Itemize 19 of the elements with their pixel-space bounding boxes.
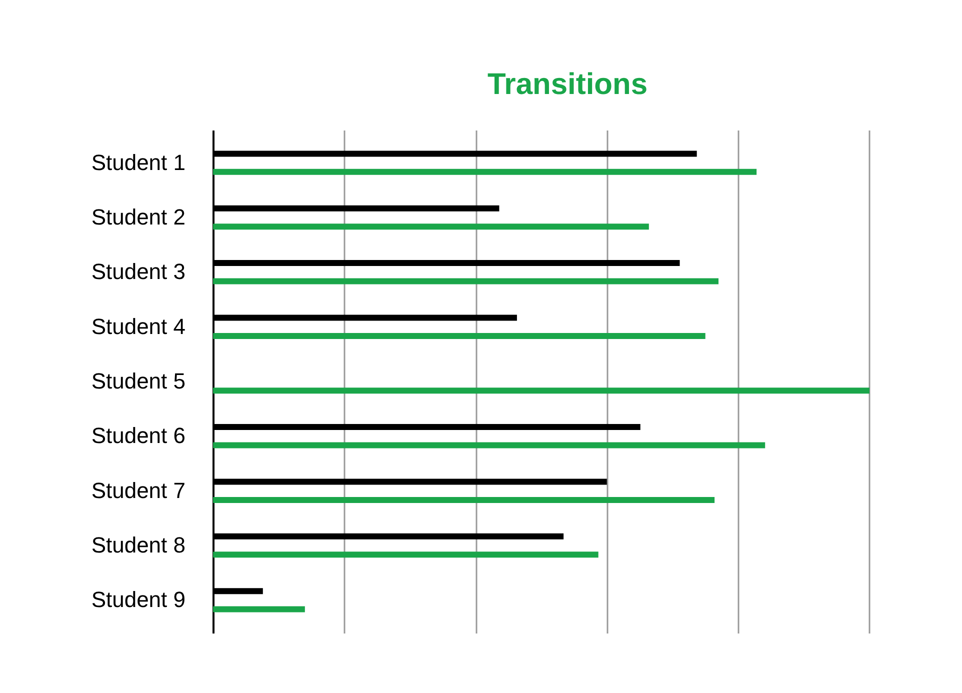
- y-tick-label: Student 3: [91, 259, 186, 284]
- y-tick-label: Student 1: [91, 150, 186, 175]
- bar: [213, 278, 718, 284]
- bar: [213, 224, 649, 230]
- bar: [213, 168, 757, 175]
- bar: [213, 442, 766, 448]
- chart-title: Transitions: [487, 68, 648, 101]
- y-tick-label: Student 4: [91, 314, 186, 339]
- y-tick-label: Student 9: [91, 587, 186, 612]
- y-tick-label: Student 2: [91, 204, 186, 230]
- bar: [213, 552, 598, 558]
- y-tick-label: Student 8: [91, 532, 186, 558]
- bar: [213, 332, 706, 339]
- y-tick-label: Student 5: [91, 368, 186, 394]
- y-tick-label: Student 6: [91, 423, 186, 448]
- bar: [213, 606, 305, 612]
- bar: [213, 388, 870, 394]
- bar: [213, 496, 715, 503]
- y-tick-label: Student 7: [91, 478, 186, 503]
